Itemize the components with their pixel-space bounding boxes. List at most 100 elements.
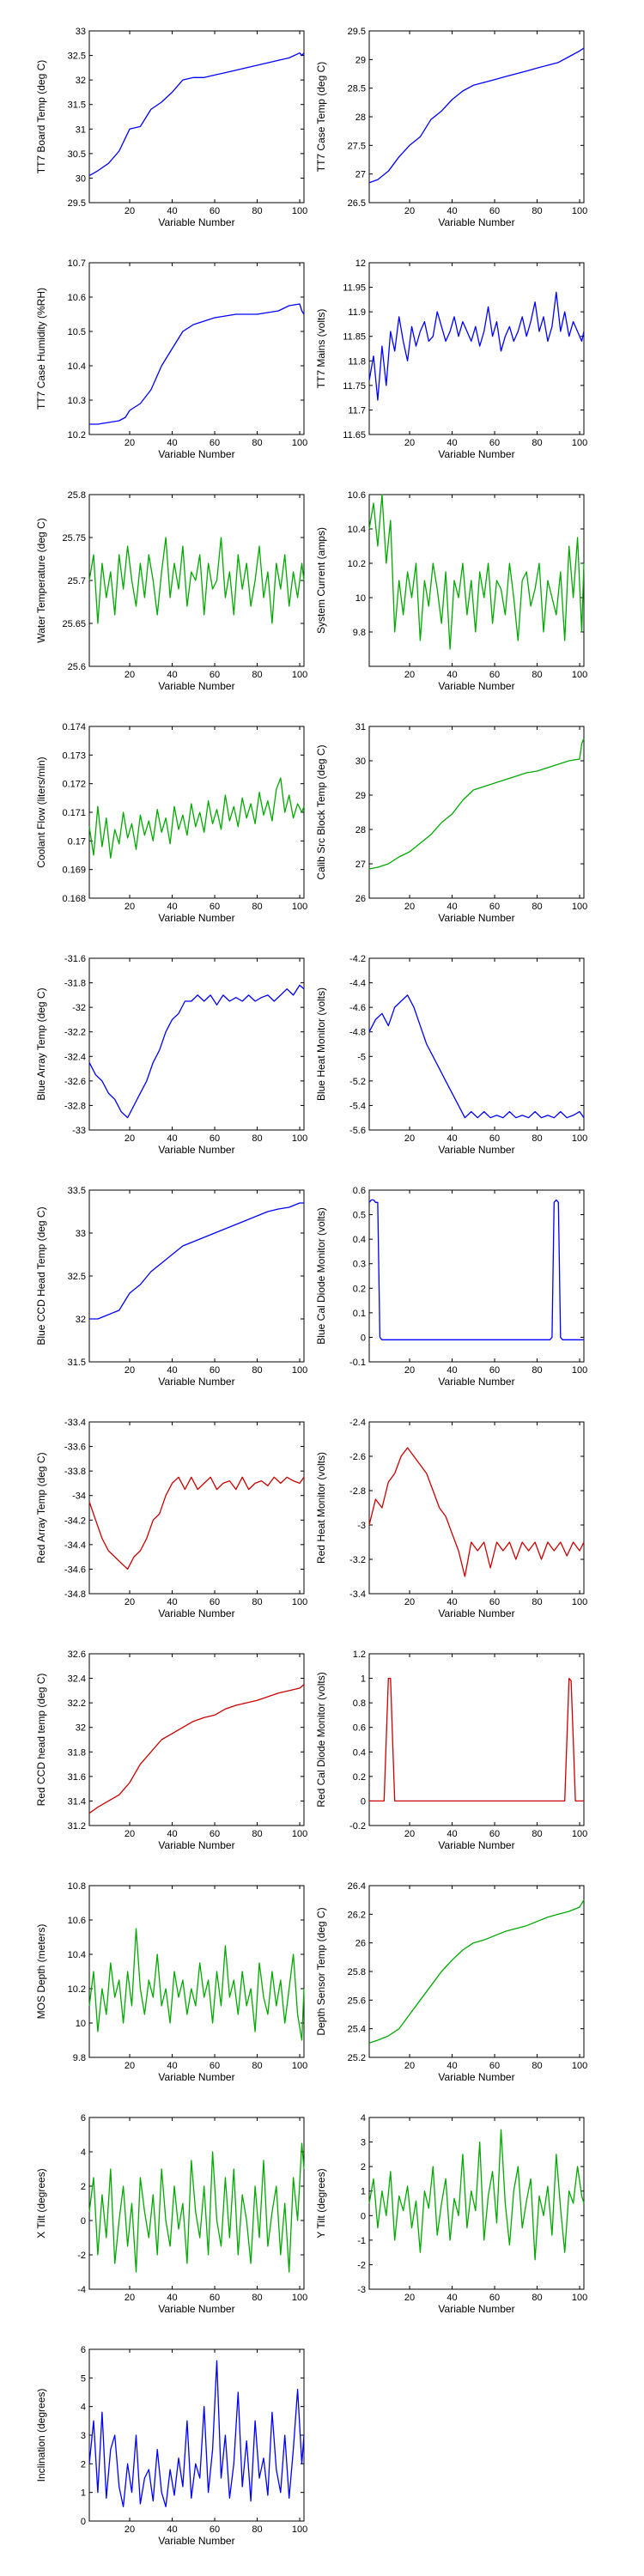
x-tick-label: 20 [404,438,415,448]
axes-box [368,30,585,204]
y-tick-label: 25.6 [348,1996,366,2006]
x-tick-label: 60 [489,438,500,448]
x-tick-label: 100 [292,670,307,680]
y-axis-label: TT7 Mains (volts) [315,309,327,389]
x-tick-label: 40 [447,670,457,680]
x-tick-label: 60 [210,1365,220,1376]
y-tick-label: 31.8 [68,1747,86,1758]
x-tick-label: 20 [125,2524,135,2535]
y-axis-label: Blue Array Temp (deg C) [35,987,47,1100]
y-tick-label: 32 [76,1315,86,1325]
y-tick-label: 10.7 [68,258,86,269]
y-tick-label: -32.4 [64,1052,86,1062]
chart-panel: 20 40 60 80 100 25.6 25.65 25.7 25.75 25.8 Variabl… [35,490,307,692]
y-tick-label: 30 [355,756,366,767]
y-tick-label: 0.4 [353,1235,366,1245]
axes-box [88,2348,305,2522]
x-tick-label: 40 [447,1597,457,1607]
y-tick-label: 6 [81,2345,86,2355]
x-tick-label: 100 [292,1829,307,1839]
y-tick-label: 31 [355,722,366,732]
x-tick-label: 20 [404,902,415,912]
x-axis-label: Variable Number [158,448,234,460]
y-tick-label: -0.2 [349,1821,366,1832]
y-tick-label: 30.5 [68,149,86,160]
series-line [89,303,305,425]
y-tick-label: 26 [355,894,366,904]
chart-panel: 20 40 60 80 100 10.2 10.3 10.4 10.5 10.6 10.7 Varia… [35,258,307,460]
chart-panel: 20 40 60 80 100 9.8 10 10.2 10.4 10.6 10.8 Variable… [35,1881,307,2083]
y-tick-label: 26 [355,1939,366,1949]
y-tick-label: -32.2 [64,1028,86,1038]
x-tick-label: 60 [210,2293,220,2303]
x-tick-label: 60 [489,206,500,216]
y-tick-label: -3.2 [349,1555,366,1565]
series-line [88,52,305,177]
x-tick-label: 100 [292,1597,307,1607]
x-tick-label: 20 [404,206,415,216]
y-tick-label: 1 [81,2488,86,2499]
x-tick-label: 80 [252,206,262,216]
x-tick-label: 60 [210,1133,220,1144]
x-axis-label: Variable Number [438,2303,514,2315]
x-axis-label: Variable Number [438,680,514,692]
y-tick-label: 25.65 [62,619,86,629]
x-axis-label: Variable Number [438,1376,514,1388]
x-tick-label: 20 [404,1365,415,1376]
x-tick-label: 100 [292,206,307,216]
chart-panel: 20 40 60 80 100 0.168 0.169 0.17 0.171 0.172 0.173… [35,722,307,924]
y-tick-label: 29.5 [348,27,366,37]
chart-panel: 20 40 60 80 100 0 1 2 3 4 5 6 Variable Number Inclina… [35,2345,307,2547]
y-tick-label: 11.7 [348,405,366,416]
y-tick-label: 31.2 [68,1821,86,1832]
x-tick-label: 20 [125,1365,135,1376]
x-tick-label: 60 [210,1829,220,1839]
x-tick-label: 80 [252,2524,262,2535]
y-tick-label: -33.4 [64,1418,86,1428]
series-line [88,984,305,1119]
y-tick-label: 33 [76,1229,86,1239]
y-tick-label: -32 [72,1003,86,1013]
y-tick-label: -34.2 [64,1516,86,1526]
y-tick-label: 10.2 [348,559,366,569]
y-tick-label: 0.3 [353,1260,366,1270]
x-tick-label: 100 [292,2061,307,2071]
x-axis-label: Variable Number [158,1376,234,1388]
y-tick-label: -1 [357,2236,366,2246]
y-tick-label: 9.8 [353,628,366,638]
y-tick-label: -34.4 [64,1540,86,1551]
x-tick-label: 20 [125,1829,135,1839]
chart-panel: 20 40 60 80 100 31.5 32 32.5 33 33.5 Variable Numb… [35,1186,307,1388]
x-tick-label: 80 [532,902,542,912]
x-axis-label: Variable Number [438,2071,514,2083]
x-tick-label: 40 [447,2061,457,2071]
x-tick-label: 80 [252,1829,262,1839]
y-tick-label: 31.5 [68,100,86,111]
y-tick-label: 11.75 [343,381,366,392]
x-tick-label: 60 [210,670,220,680]
y-tick-label: 32.4 [68,1674,86,1685]
x-tick-label: 20 [404,2293,415,2303]
series-line [368,494,585,650]
y-tick-label: -34.8 [64,1589,86,1600]
y-tick-label: 32.5 [68,52,86,62]
y-tick-label: 10.6 [68,293,86,303]
y-tick-label: 0 [361,1796,366,1807]
y-tick-label: 32 [76,76,86,86]
y-tick-label: -34 [72,1492,86,1502]
y-tick-label: 1 [361,2187,366,2197]
y-tick-label: 2 [361,2162,366,2172]
x-tick-label: 80 [252,1365,262,1376]
x-tick-label: 60 [489,1365,500,1376]
y-tick-label: 33.5 [68,1186,86,1196]
x-tick-label: 40 [167,1365,177,1376]
x-tick-label: 40 [447,902,457,912]
x-tick-label: 40 [447,206,457,216]
y-tick-label: -5.4 [349,1101,366,1111]
axes-box [88,262,305,435]
y-tick-label: 0 [81,2216,86,2227]
chart-panel: 20 40 60 80 100 -5.6 -5.4 -5.2 -5 -4.8 -4.6 -4.4 -4.… [315,954,587,1156]
series-line [368,2129,585,2261]
axes-box [368,1653,585,1826]
